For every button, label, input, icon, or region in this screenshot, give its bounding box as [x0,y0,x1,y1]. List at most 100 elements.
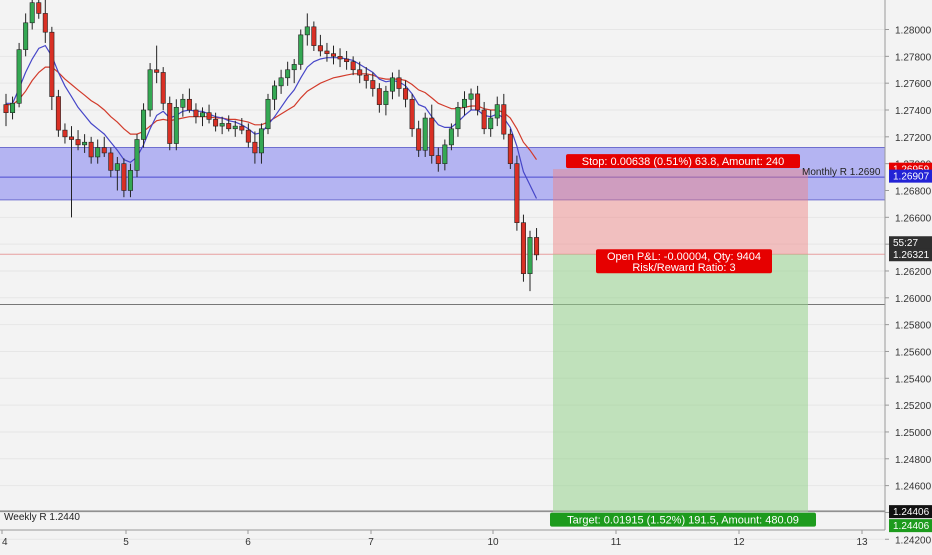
candle-body-50 [330,53,336,57]
candle-78 [514,155,520,231]
price-tick-label-10: 1.26000 [895,294,932,305]
time-tick-label-2: 6 [245,537,251,548]
candle-59 [389,72,395,100]
candle-14 [95,139,101,164]
candle-46 [304,13,310,46]
candle-72 [475,85,481,116]
candle-51 [337,48,343,68]
candle-body-12 [82,141,88,146]
candle-38 [252,131,258,164]
price-tag-weekly: 1.24406 [889,505,932,519]
candle-79 [520,214,526,282]
candle-body-79 [520,222,526,274]
price-tag-weekly-text: 1.24406 [893,507,930,518]
candle-body-27 [180,98,186,108]
candle-27 [180,93,186,117]
candle-body-61 [403,88,409,100]
candle-body-15 [101,147,107,154]
candle-body-16 [108,152,114,171]
candle-35 [232,120,238,137]
candle-body-37 [245,129,251,143]
candle-43 [285,61,291,86]
candle-body-38 [252,141,258,154]
price-tick-label-15: 1.25000 [895,428,932,439]
price-tick-label-6: 1.26800 [895,186,932,197]
candle-body-64 [422,117,428,151]
candle-body-5 [36,2,42,14]
candle-body-58 [383,90,389,105]
candle-17 [114,156,120,191]
candle-55 [363,67,369,89]
candle-body-57 [376,88,382,105]
candle-body-19 [127,170,133,191]
candle-body-6 [42,13,48,33]
candle-0 [3,93,9,127]
candle-50 [330,45,336,65]
candle-body-70 [461,98,467,108]
candle-52 [344,50,350,70]
candle-body-41 [272,85,278,100]
candle-49 [324,42,330,62]
time-tick-label-3: 7 [368,537,374,548]
candle-5 [36,0,42,19]
candle-32 [213,112,219,132]
target-zone [553,254,808,512]
monthly-r-label: Monthly R 1.2690 [802,167,881,178]
candle-24 [160,67,166,110]
candle-53 [350,56,356,76]
candle-16 [108,147,114,178]
candle-body-45 [298,34,304,65]
candle-body-1 [10,102,16,113]
candle-body-33 [219,123,225,127]
candle-body-9 [62,129,68,138]
candle-body-21 [141,109,147,140]
candle-65 [429,104,435,164]
candle-69 [455,101,461,137]
candle-77 [507,128,513,170]
candle-20 [134,134,140,178]
candle-8 [55,89,61,137]
price-tick-label-13: 1.25400 [895,374,932,385]
price-tag-target-box [889,519,932,533]
candle-76 [501,93,507,140]
candle-body-8 [55,96,61,131]
candle-body-46 [304,26,310,36]
candle-31 [206,104,212,124]
candle-body-32 [213,119,219,127]
candle-47 [311,21,317,51]
candle-56 [370,72,376,97]
candle-80 [527,230,533,292]
candle-body-51 [337,56,343,60]
candle-75 [494,96,500,127]
candle-40 [265,93,271,135]
candle-body-26 [173,107,179,144]
candle-body-35 [232,125,238,130]
candle-29 [193,103,199,124]
candle-15 [101,136,107,157]
candle-63 [416,120,422,157]
candle-body-7 [49,31,55,97]
price-tick-label-7: 1.26600 [895,213,932,224]
candle-body-74 [488,117,494,130]
candle-33 [219,116,225,135]
candle-body-13 [88,141,94,158]
candle-body-78 [514,163,520,223]
candle-21 [141,103,147,148]
candle-37 [245,123,251,148]
candle-39 [258,123,264,164]
target-label-box [550,512,816,527]
candle-34 [226,115,232,132]
stop-zone [553,169,808,255]
candle-body-31 [206,112,212,120]
price-tick-label-14: 1.25200 [895,401,932,412]
price-tick-label-9: 1.26200 [895,267,932,278]
candle-12 [82,134,88,153]
pl-label-box [596,249,772,274]
candle-body-63 [416,128,422,151]
candle-body-34 [226,123,232,130]
candle-body-36 [239,125,245,131]
price-tick-label-2: 1.27600 [895,79,932,90]
candle-body-53 [350,61,356,71]
